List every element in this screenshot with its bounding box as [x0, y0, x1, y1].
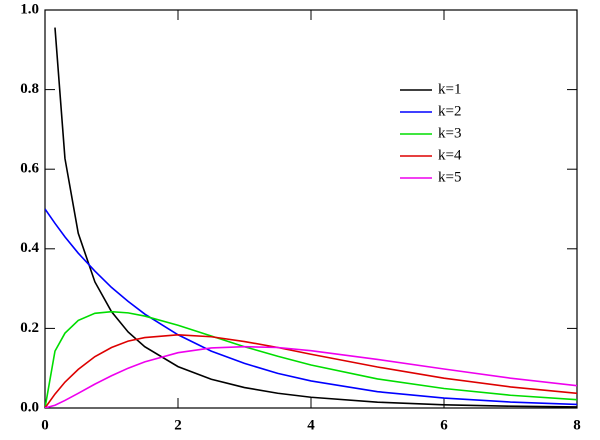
y-tick-label: 0.4 — [20, 240, 39, 256]
legend-label: k=1 — [438, 81, 461, 97]
y-tick-label: 1.0 — [20, 1, 39, 17]
legend-label: k=3 — [438, 125, 461, 141]
x-tick-label: 2 — [174, 417, 182, 433]
y-tick-label: 0.8 — [20, 81, 39, 97]
y-tick-label: 0.0 — [20, 399, 39, 415]
legend-label: k=4 — [438, 147, 462, 163]
y-tick-label: 0.2 — [20, 320, 39, 336]
line-series — [45, 310, 577, 408]
x-tick-label: 0 — [41, 417, 49, 433]
line-series — [54, 27, 577, 408]
x-tick-label: 6 — [440, 417, 448, 433]
line-series — [45, 345, 577, 408]
x-tick-label: 8 — [573, 417, 581, 433]
legend-label: k=2 — [438, 103, 461, 119]
plot-area — [45, 27, 577, 408]
x-tick-label: 4 — [307, 417, 315, 433]
line-series — [45, 333, 577, 408]
y-tick-label: 0.6 — [20, 161, 39, 177]
plot-frame — [44, 9, 578, 409]
legend-label: k=5 — [438, 169, 461, 185]
line-series — [45, 208, 577, 406]
